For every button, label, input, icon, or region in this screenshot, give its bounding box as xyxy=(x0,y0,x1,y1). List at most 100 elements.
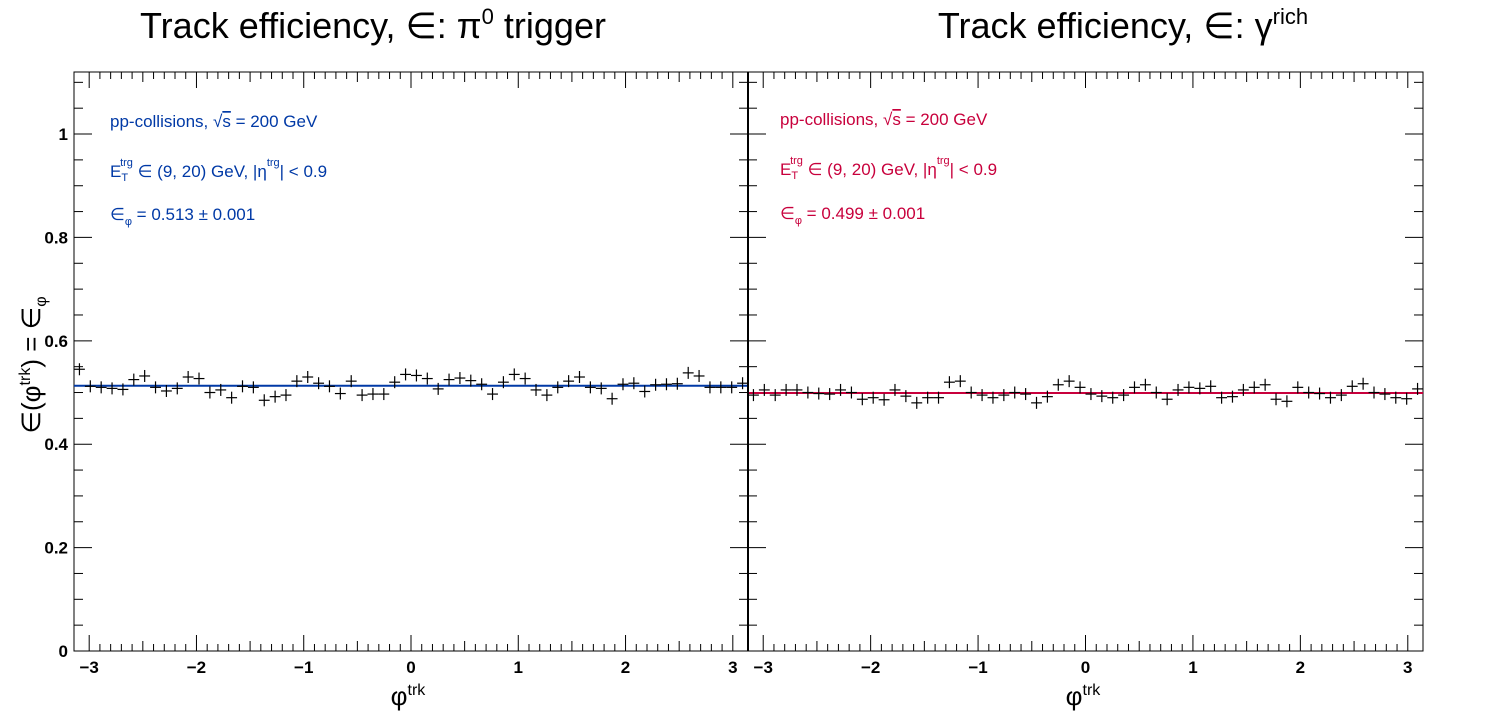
left-annotation-collisions: pp-collisions, √s = 200 GeV xyxy=(110,112,318,131)
right-data-point xyxy=(824,388,836,401)
left-data-point xyxy=(400,368,411,381)
y-axis-label-a: ∈(φ xyxy=(16,385,46,433)
left-data-point xyxy=(519,372,531,385)
right-data-point xyxy=(943,376,955,389)
left-x-tick-label: −3 xyxy=(79,658,98,677)
right-data-point xyxy=(1041,390,1053,403)
left-x-tick-label: 1 xyxy=(514,658,523,677)
right-data-point xyxy=(954,375,966,388)
left-data-point xyxy=(84,380,96,393)
left-data-point xyxy=(737,377,748,390)
right-data-point xyxy=(1139,378,1151,391)
right-data-point xyxy=(780,383,792,396)
right-data-point xyxy=(1357,377,1369,390)
left-title-main: Track efficiency, ∈: π xyxy=(140,5,482,46)
left-data-point xyxy=(584,381,596,394)
left-data-point xyxy=(247,381,259,394)
left-annot2-c: | < 0.9 xyxy=(280,162,327,181)
left-data-point xyxy=(313,377,325,390)
right-x-ticks xyxy=(762,72,1409,651)
right-x-tick-label: −2 xyxy=(861,658,880,677)
left-data-point xyxy=(443,373,455,386)
right-data-point xyxy=(1107,391,1119,404)
left-data-point xyxy=(160,384,172,397)
right-title-main: Track efficiency, ∈: γ xyxy=(938,5,1273,46)
right-data-point xyxy=(1390,391,1402,404)
y-tick-label: 0.2 xyxy=(44,539,68,558)
right-annot3-b: = 0.499 ± 0.001 xyxy=(802,204,925,223)
right-data-point xyxy=(1205,380,1217,393)
right-annot2-a: E xyxy=(780,160,791,179)
left-data-point xyxy=(628,377,640,390)
left-title: Track efficiency, ∈: π0 trigger xyxy=(140,4,606,46)
right-data-point xyxy=(1379,388,1391,401)
right-data-point xyxy=(1303,386,1315,399)
left-data-point xyxy=(476,378,488,391)
right-annot3-a: ∈ xyxy=(780,204,795,223)
right-data-point xyxy=(1096,390,1108,403)
right-data-point xyxy=(769,389,781,402)
right-data-point xyxy=(987,391,999,404)
y-axis-label-sup: trk xyxy=(17,367,34,386)
left-data-points xyxy=(74,363,748,407)
right-data-point xyxy=(1063,375,1075,388)
right-data-point xyxy=(856,393,868,406)
left-data-point xyxy=(139,369,151,382)
right-data-point xyxy=(1227,390,1238,403)
left-data-point xyxy=(291,375,303,388)
right-data-point xyxy=(1009,386,1021,399)
left-data-point xyxy=(432,382,444,395)
left-data-point xyxy=(367,388,379,401)
left-data-point xyxy=(639,385,651,398)
right-data-point xyxy=(1172,383,1184,396)
right-data-point xyxy=(1237,383,1249,396)
right-x-tick-label: 0 xyxy=(1081,658,1090,677)
left-data-point xyxy=(487,388,498,401)
right-data-point xyxy=(1216,391,1228,404)
left-data-point xyxy=(671,377,683,390)
right-annot1-c: = 200 GeV xyxy=(901,110,988,129)
right-annotation-collisions: pp-collisions, √s = 200 GeV xyxy=(780,110,988,129)
left-annotation-trigger: ETtrg ∈ (9, 20) GeV, |ηtrg| < 0.9 xyxy=(110,157,327,184)
right-annot2-b: ∈ (9, 20) GeV, |η xyxy=(803,160,937,179)
right-annot1-b: s xyxy=(892,110,901,129)
left-data-point xyxy=(574,371,585,384)
right-data-point xyxy=(813,387,825,400)
right-data-point xyxy=(1292,381,1304,394)
right-data-point xyxy=(1412,382,1423,395)
left-x-tick-label: −2 xyxy=(187,658,206,677)
left-annot3-sub: φ xyxy=(125,216,132,228)
right-data-point xyxy=(1281,395,1293,408)
y-tick-label: 0.8 xyxy=(44,228,68,247)
right-data-point xyxy=(802,386,814,399)
left-data-point xyxy=(106,382,118,395)
left-x-ticks xyxy=(88,72,734,651)
left-x-axis-label-base: φ xyxy=(391,681,408,711)
left-annot1-sqrt: √ xyxy=(213,112,223,131)
right-data-point xyxy=(900,390,912,403)
right-annot2-sup: trg xyxy=(790,155,803,167)
right-annotations: pp-collisions, √s = 200 GeV ETtrg ∈ (9, … xyxy=(780,110,997,227)
right-data-point xyxy=(1183,381,1195,394)
left-data-point xyxy=(541,389,553,402)
right-data-point xyxy=(867,391,879,404)
left-data-point xyxy=(150,381,161,394)
right-annotation-efficiency: ∈φ = 0.499 ± 0.001 xyxy=(780,204,925,227)
left-data-point xyxy=(215,383,227,396)
y-tick-label: 0 xyxy=(59,642,68,661)
left-title-sup: 0 xyxy=(482,4,494,29)
left-data-point xyxy=(378,388,390,401)
left-data-point xyxy=(182,371,194,384)
right-data-points xyxy=(748,375,1423,409)
left-data-point xyxy=(193,372,205,385)
right-data-point xyxy=(1248,381,1260,394)
right-data-point xyxy=(835,383,846,396)
right-data-point xyxy=(911,396,923,409)
left-data-point xyxy=(389,376,401,389)
left-data-point xyxy=(237,380,248,393)
left-plot-frame xyxy=(73,71,749,652)
left-data-point xyxy=(171,382,183,395)
right-annot1-a: pp-collisions, xyxy=(780,110,883,129)
left-data-point xyxy=(345,375,357,388)
right-data-point xyxy=(1259,378,1271,391)
